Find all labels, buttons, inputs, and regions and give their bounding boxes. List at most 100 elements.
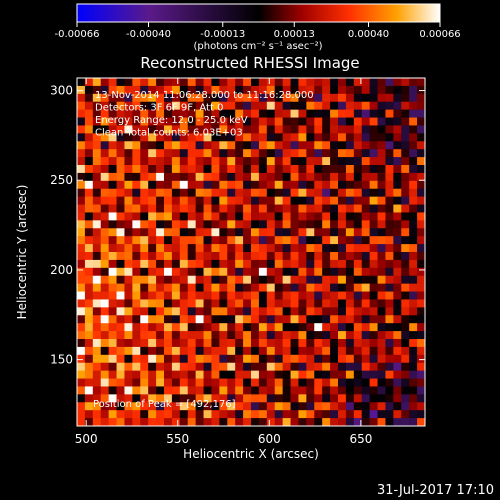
heatmap-cell	[108, 109, 117, 118]
heatmap-cell	[124, 149, 133, 158]
heatmap-cell	[258, 125, 268, 134]
heatmap-cell	[219, 339, 228, 348]
heatmap-cell	[369, 259, 378, 269]
heatmap-cell	[77, 386, 86, 395]
heatmap-cell	[258, 172, 268, 182]
heatmap-cell	[401, 346, 410, 356]
heatmap-cell	[77, 188, 86, 198]
heatmap-cell	[369, 354, 378, 364]
heatmap-cell	[401, 267, 410, 277]
heatmap-cell	[345, 212, 355, 221]
heatmap-cell	[361, 275, 371, 285]
heatmap-cell	[219, 85, 228, 95]
heatmap-cell	[124, 291, 133, 300]
heatmap-cell	[227, 228, 236, 237]
heatmap-cell	[330, 141, 339, 150]
heatmap-cell	[290, 85, 299, 95]
heatmap-cell	[156, 157, 165, 166]
heatmap-cell	[203, 101, 212, 111]
heatmap-cell	[353, 386, 363, 395]
heatmap-cell	[164, 172, 173, 182]
heatmap-cell	[369, 402, 378, 411]
heatmap-cell	[124, 236, 133, 245]
heatmap-cells	[77, 78, 425, 426]
heatmap-cell	[84, 402, 94, 411]
heatmap-cell	[84, 109, 94, 118]
heatmap-cell	[314, 109, 323, 118]
heatmap-cell	[124, 259, 133, 269]
heatmap-cell	[369, 370, 378, 379]
heatmap-cell	[306, 362, 315, 372]
heatmap-cell	[385, 323, 394, 332]
heatmap-cell	[148, 93, 157, 103]
heatmap-cell	[258, 133, 268, 142]
heatmap-cell	[258, 165, 268, 174]
heatmap-cell	[322, 291, 331, 300]
heatmap-cell	[171, 354, 181, 364]
heatmap-cell	[266, 386, 276, 395]
heatmap-cell	[322, 236, 331, 245]
heatmap-cell	[330, 410, 339, 419]
heatmap-cell	[345, 394, 355, 403]
heatmap-cell	[345, 188, 355, 198]
heatmap-cell	[235, 78, 244, 87]
heatmap-cell	[77, 259, 86, 269]
heatmap-cell	[314, 267, 323, 277]
heatmap-cell	[235, 362, 244, 372]
heatmap-cell	[361, 402, 371, 411]
heatmap-cell	[140, 109, 149, 118]
heatmap-cell	[353, 101, 363, 111]
heatmap-cell	[290, 331, 299, 340]
heatmap-cell	[140, 315, 149, 324]
heatmap-cell	[330, 180, 339, 190]
heatmap-cell	[393, 307, 402, 316]
heatmap-cell	[274, 315, 284, 324]
heatmap-cell	[164, 315, 173, 324]
heatmap-cell	[282, 386, 291, 395]
heatmap-cell	[361, 354, 371, 364]
heatmap-cell	[116, 299, 125, 308]
heatmap-cell	[369, 117, 378, 126]
heatmap-cell	[345, 133, 355, 142]
heatmap-cell	[219, 418, 228, 426]
heatmap-cell	[235, 196, 244, 205]
heatmap-cell	[314, 331, 323, 340]
heatmap-cell	[361, 188, 371, 198]
heatmap-cell	[322, 204, 331, 213]
heatmap-cell	[345, 252, 355, 261]
heatmap-cell	[322, 85, 331, 95]
heatmap-cell	[92, 172, 102, 182]
heatmap-cell	[211, 283, 220, 292]
heatmap-cell	[306, 78, 315, 87]
heatmap-cell	[393, 402, 402, 411]
heatmap-cell	[148, 331, 157, 340]
heatmap-cell	[338, 394, 347, 403]
heatmap-cell	[251, 149, 260, 158]
heatmap-cell	[282, 149, 291, 158]
heatmap-cell	[345, 236, 355, 245]
heatmap-cell	[377, 267, 386, 277]
heatmap-cell	[100, 125, 110, 134]
heatmap-cell	[251, 109, 260, 118]
heatmap-cell	[401, 180, 410, 190]
heatmap-cell	[385, 402, 394, 411]
heatmap-cell	[417, 220, 425, 229]
heatmap-cell	[298, 236, 307, 245]
heatmap-cell	[148, 378, 157, 387]
heatmap-cell	[322, 172, 331, 182]
heatmap-cell	[369, 394, 378, 403]
heatmap-cell	[156, 141, 165, 150]
heatmap-cell	[235, 275, 244, 285]
heatmap-cell	[124, 220, 133, 229]
heatmap-cell	[227, 252, 236, 261]
heatmap-cell	[401, 339, 410, 348]
heatmap-cell	[330, 117, 339, 126]
heatmap-cell	[369, 299, 378, 308]
heatmap-cell	[77, 410, 86, 419]
heatmap-cell	[211, 141, 220, 150]
heatmap-cell	[361, 252, 371, 261]
heatmap-cell	[243, 291, 252, 300]
heatmap-cell	[211, 362, 220, 372]
heatmap-cell	[401, 188, 410, 198]
heatmap-cell	[203, 323, 212, 332]
